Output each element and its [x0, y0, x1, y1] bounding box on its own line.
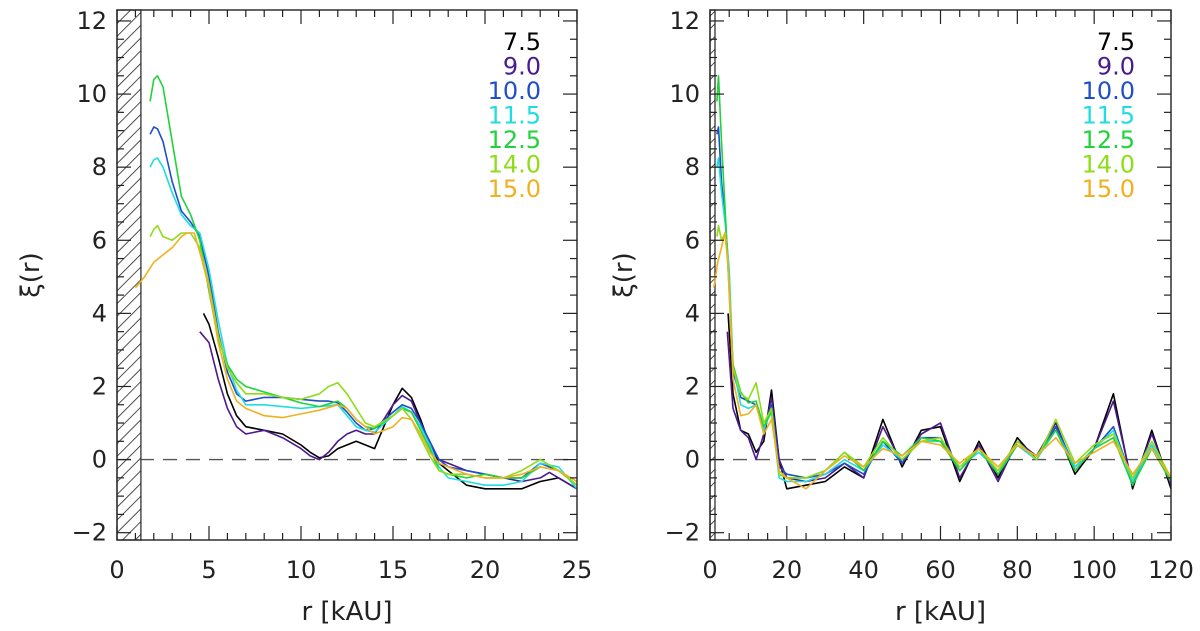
- x-axis-title: r [kAU]: [301, 597, 392, 627]
- series-line-7.5: [727, 313, 1172, 490]
- y-tick-label: 2: [92, 372, 107, 400]
- x-tick-label: 0: [702, 556, 717, 584]
- series-line-9.0: [199, 331, 578, 490]
- legend-entry-9.0: 9.0: [503, 53, 541, 81]
- x-tick-label: 20: [772, 556, 803, 584]
- legend-entry-12.5: 12.5: [1082, 126, 1135, 154]
- legend-entry-7.5: 7.5: [1097, 28, 1135, 56]
- y-tick-label: 6: [92, 226, 107, 254]
- y-tick-label: 4: [92, 299, 107, 327]
- y-axis-title: ξ(r): [16, 252, 46, 297]
- y-tick-label: −2: [72, 519, 107, 547]
- x-tick-label: 0: [109, 556, 124, 584]
- excluded-region: [116, 9, 142, 541]
- x-tick-label: 40: [848, 556, 879, 584]
- legend-entry-9.0: 9.0: [1097, 53, 1135, 81]
- y-tick-label: 12: [76, 7, 107, 35]
- y-tick-label: 10: [669, 80, 700, 108]
- x-tick-label: 20: [470, 556, 501, 584]
- legend-entry-14.0: 14.0: [1082, 151, 1135, 179]
- series-line-12.5: [149, 75, 578, 486]
- x-tick-label: 5: [201, 556, 216, 584]
- y-tick-label: 6: [685, 226, 700, 254]
- legend-entry-14.0: 14.0: [488, 151, 541, 179]
- x-axis-title: r [kAU]: [895, 597, 986, 627]
- axes-frame: [116, 9, 578, 541]
- legend-entry-11.5: 11.5: [488, 102, 541, 130]
- y-axis-title: ξ(r): [609, 252, 639, 297]
- excluded-region: [709, 9, 716, 541]
- series-line-7.5: [202, 313, 578, 490]
- y-tick-label: 0: [92, 446, 107, 474]
- x-tick-label: 120: [1148, 556, 1194, 584]
- x-tick-label: 60: [925, 556, 956, 584]
- series-line-10.0: [149, 126, 578, 486]
- legend-entry-15.0: 15.0: [488, 175, 541, 203]
- series-line-9.0: [726, 331, 1172, 487]
- series-line-12.5: [716, 75, 1172, 487]
- series-line-15.0: [713, 232, 1172, 490]
- legend-entry-12.5: 12.5: [488, 126, 541, 154]
- x-tick-label: 25: [562, 556, 593, 584]
- y-tick-label: 2: [685, 372, 700, 400]
- y-tick-label: 4: [685, 299, 700, 327]
- y-tick-label: 10: [76, 80, 107, 108]
- legend-entry-10.0: 10.0: [1082, 77, 1135, 105]
- series-line-11.5: [149, 157, 578, 490]
- legend-entry-7.5: 7.5: [503, 28, 541, 56]
- y-tick-label: 12: [669, 7, 700, 35]
- series-line-14.0: [716, 224, 1172, 479]
- y-tick-label: 8: [685, 153, 700, 181]
- x-tick-label: 10: [286, 556, 317, 584]
- x-tick-label: 100: [1071, 556, 1117, 584]
- x-tick-label: 15: [378, 556, 409, 584]
- y-tick-label: 0: [685, 446, 700, 474]
- x-tick-label: 80: [1002, 556, 1033, 584]
- series-line-15.0: [134, 232, 578, 483]
- legend-entry-15.0: 15.0: [1082, 175, 1135, 203]
- y-tick-label: 8: [92, 153, 107, 181]
- legend-entry-11.5: 11.5: [1082, 102, 1135, 130]
- series-line-14.0: [149, 224, 578, 486]
- y-tick-label: −2: [665, 519, 700, 547]
- legend-entry-10.0: 10.0: [488, 77, 541, 105]
